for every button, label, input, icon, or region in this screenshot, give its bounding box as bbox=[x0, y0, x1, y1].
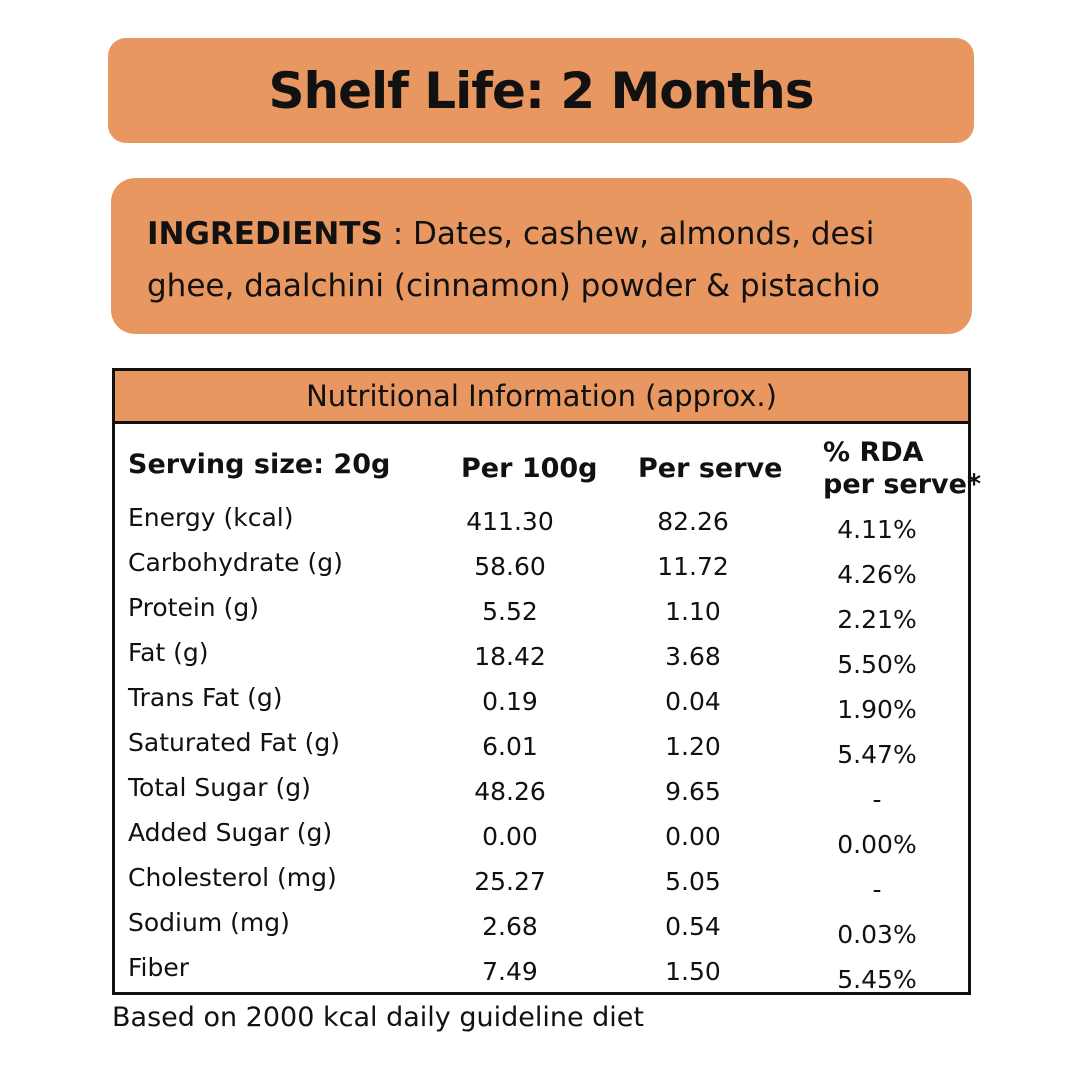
shelf-life-banner: Shelf Life: 2 Months bbox=[108, 38, 974, 143]
nutrition-rows: Energy (kcal) 411.30 82.26 4.11% Carbohydrat… bbox=[115, 503, 968, 998]
nutrition-table-heading: Nutritional Information (approx.) bbox=[115, 371, 968, 424]
table-row: Total Sugar (g) 48.26 9.65 - bbox=[115, 773, 968, 818]
per-100g-value: 25.27 bbox=[474, 867, 546, 896]
table-row: Added Sugar (g) 0.00 0.00 0.00% bbox=[115, 818, 968, 863]
per-serve-value: 11.72 bbox=[657, 552, 729, 581]
per-100g-value: 6.01 bbox=[482, 732, 538, 761]
table-row: Trans Fat (g) 0.19 0.04 1.90% bbox=[115, 683, 968, 728]
rda-value: 4.26% bbox=[837, 560, 917, 589]
nutrient-name: Added Sugar (g) bbox=[128, 818, 333, 847]
per-serve-value: 0.00 bbox=[665, 822, 721, 851]
per-serve-header: Per serve bbox=[638, 453, 783, 484]
nutrient-name: Fat (g) bbox=[128, 638, 209, 667]
rda-header-line2: per serve* bbox=[823, 469, 982, 500]
per-100g-value: 58.60 bbox=[474, 552, 546, 581]
per-100g-value: 18.42 bbox=[474, 642, 546, 671]
table-row: Sodium (mg) 2.68 0.54 0.03% bbox=[115, 908, 968, 953]
per-serve-value: 1.50 bbox=[665, 957, 721, 986]
rda-value: 0.00% bbox=[837, 830, 917, 859]
ingredients-label: INGREDIENTS bbox=[147, 216, 383, 252]
ingredients-separator: : bbox=[382, 216, 413, 252]
per-100g-value: 5.52 bbox=[482, 597, 538, 626]
serving-size-header: Serving size: 20g bbox=[128, 449, 391, 480]
footnote: Based on 2000 kcal daily guideline diet bbox=[112, 1002, 644, 1033]
per-serve-value: 0.54 bbox=[665, 912, 721, 941]
table-row: Fat (g) 18.42 3.68 5.50% bbox=[115, 638, 968, 683]
rda-value: 2.21% bbox=[837, 605, 917, 634]
nutrient-name: Protein (g) bbox=[128, 593, 259, 622]
per-serve-value: 5.05 bbox=[665, 867, 721, 896]
per-100g-header: Per 100g bbox=[461, 453, 598, 484]
per-100g-value: 48.26 bbox=[474, 777, 546, 806]
per-100g-value: 7.49 bbox=[482, 957, 538, 986]
nutrient-name: Energy (kcal) bbox=[128, 503, 294, 532]
nutrient-name: Carbohydrate (g) bbox=[128, 548, 343, 577]
rda-value: - bbox=[872, 875, 882, 904]
nutrient-name: Sodium (mg) bbox=[128, 908, 290, 937]
rda-value: 5.45% bbox=[837, 965, 917, 994]
shelf-life-title: Shelf Life: 2 Months bbox=[268, 61, 814, 120]
nutrition-table: Nutritional Information (approx.) Servin… bbox=[112, 368, 981, 998]
per-100g-value: 2.68 bbox=[482, 912, 538, 941]
per-serve-value: 3.68 bbox=[665, 642, 721, 671]
table-row: Carbohydrate (g) 58.60 11.72 4.26% bbox=[115, 548, 968, 593]
per-100g-value: 0.00 bbox=[482, 822, 538, 851]
per-serve-value: 1.10 bbox=[665, 597, 721, 626]
nutrient-name: Saturated Fat (g) bbox=[128, 728, 340, 757]
per-100g-value: 0.19 bbox=[482, 687, 538, 716]
nutrient-name: Trans Fat (g) bbox=[128, 683, 283, 712]
table-row: Saturated Fat (g) 6.01 1.20 5.47% bbox=[115, 728, 968, 773]
table-row: Fiber 7.49 1.50 5.45% bbox=[115, 953, 968, 998]
rda-value: 0.03% bbox=[837, 920, 917, 949]
nutrient-name: Fiber bbox=[128, 953, 190, 982]
rda-value: 5.47% bbox=[837, 740, 917, 769]
rda-value: 5.50% bbox=[837, 650, 917, 679]
rda-value: 1.90% bbox=[837, 695, 917, 724]
per-serve-value: 82.26 bbox=[657, 507, 729, 536]
per-100g-value: 411.30 bbox=[466, 507, 554, 536]
nutrient-name: Cholesterol (mg) bbox=[128, 863, 337, 892]
table-row: Energy (kcal) 411.30 82.26 4.11% bbox=[115, 503, 968, 548]
per-serve-value: 9.65 bbox=[665, 777, 721, 806]
table-row: Protein (g) 5.52 1.10 2.21% bbox=[115, 593, 968, 638]
per-serve-value: 1.20 bbox=[665, 732, 721, 761]
per-serve-value: 0.04 bbox=[665, 687, 721, 716]
ingredients-text: Dates, cashew, almonds, desi ghee, daalc… bbox=[147, 216, 880, 304]
rda-value: - bbox=[872, 785, 882, 814]
rda-header-line1: % RDA bbox=[823, 437, 924, 468]
rda-value: 4.11% bbox=[837, 515, 917, 544]
ingredients-box: INGREDIENTS : Dates, cashew, almonds, de… bbox=[111, 178, 972, 334]
nutrient-name: Total Sugar (g) bbox=[128, 773, 311, 802]
table-row: Cholesterol (mg) 25.27 5.05 - bbox=[115, 863, 968, 908]
